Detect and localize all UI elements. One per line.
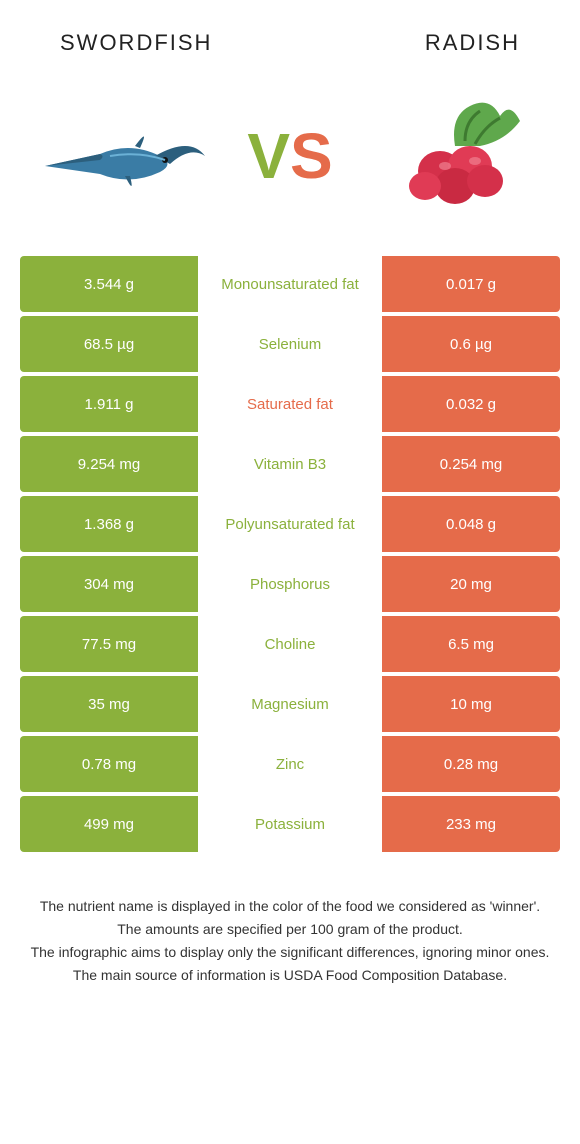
cell-left-value: 0.78 mg bbox=[20, 736, 198, 792]
cell-left-value: 499 mg bbox=[20, 796, 198, 852]
cell-left-value: 304 mg bbox=[20, 556, 198, 612]
titles-row: Swordfish Radish bbox=[0, 0, 580, 66]
cell-right-value: 233 mg bbox=[382, 796, 560, 852]
cell-right-value: 6.5 mg bbox=[382, 616, 560, 672]
table-row: 3.544 gMonounsaturated fat0.017 g bbox=[20, 256, 560, 312]
cell-right-value: 0.017 g bbox=[382, 256, 560, 312]
cell-right-value: 0.048 g bbox=[382, 496, 560, 552]
cell-nutrient-label: Selenium bbox=[198, 316, 382, 372]
cell-nutrient-label: Zinc bbox=[198, 736, 382, 792]
cell-left-value: 1.368 g bbox=[20, 496, 198, 552]
footer-line: The infographic aims to display only the… bbox=[30, 942, 550, 963]
title-right: Radish bbox=[425, 30, 520, 56]
table-row: 68.5 µgSelenium0.6 µg bbox=[20, 316, 560, 372]
cell-right-value: 0.254 mg bbox=[382, 436, 560, 492]
swordfish-icon bbox=[40, 86, 210, 226]
cell-left-value: 3.544 g bbox=[20, 256, 198, 312]
cell-left-value: 68.5 µg bbox=[20, 316, 198, 372]
table-row: 9.254 mgVitamin B30.254 mg bbox=[20, 436, 560, 492]
cell-left-value: 9.254 mg bbox=[20, 436, 198, 492]
cell-nutrient-label: Choline bbox=[198, 616, 382, 672]
cell-right-value: 0.28 mg bbox=[382, 736, 560, 792]
table-row: 77.5 mgCholine6.5 mg bbox=[20, 616, 560, 672]
vs-v: V bbox=[247, 120, 290, 192]
hero-row: VS bbox=[0, 66, 580, 256]
cell-nutrient-label: Saturated fat bbox=[198, 376, 382, 432]
vs-s: S bbox=[290, 120, 333, 192]
vs-label: VS bbox=[247, 124, 332, 188]
cell-nutrient-label: Phosphorus bbox=[198, 556, 382, 612]
cell-nutrient-label: Potassium bbox=[198, 796, 382, 852]
cell-nutrient-label: Magnesium bbox=[198, 676, 382, 732]
comparison-table: 3.544 gMonounsaturated fat0.017 g68.5 µg… bbox=[0, 256, 580, 852]
cell-nutrient-label: Monounsaturated fat bbox=[198, 256, 382, 312]
cell-nutrient-label: Vitamin B3 bbox=[198, 436, 382, 492]
cell-left-value: 77.5 mg bbox=[20, 616, 198, 672]
footer-notes: The nutrient name is displayed in the co… bbox=[0, 856, 580, 986]
table-row: 0.78 mgZinc0.28 mg bbox=[20, 736, 560, 792]
table-row: 1.368 gPolyunsaturated fat0.048 g bbox=[20, 496, 560, 552]
footer-line: The amounts are specified per 100 gram o… bbox=[30, 919, 550, 940]
footer-line: The main source of information is USDA F… bbox=[30, 965, 550, 986]
cell-right-value: 0.032 g bbox=[382, 376, 560, 432]
table-row: 304 mgPhosphorus20 mg bbox=[20, 556, 560, 612]
cell-nutrient-label: Polyunsaturated fat bbox=[198, 496, 382, 552]
cell-right-value: 10 mg bbox=[382, 676, 560, 732]
cell-left-value: 35 mg bbox=[20, 676, 198, 732]
footer-line: The nutrient name is displayed in the co… bbox=[30, 896, 550, 917]
table-row: 499 mgPotassium233 mg bbox=[20, 796, 560, 852]
cell-left-value: 1.911 g bbox=[20, 376, 198, 432]
title-left: Swordfish bbox=[60, 30, 212, 56]
table-row: 1.911 gSaturated fat0.032 g bbox=[20, 376, 560, 432]
cell-right-value: 20 mg bbox=[382, 556, 560, 612]
radish-icon bbox=[370, 86, 540, 226]
cell-right-value: 0.6 µg bbox=[382, 316, 560, 372]
table-row: 35 mgMagnesium10 mg bbox=[20, 676, 560, 732]
